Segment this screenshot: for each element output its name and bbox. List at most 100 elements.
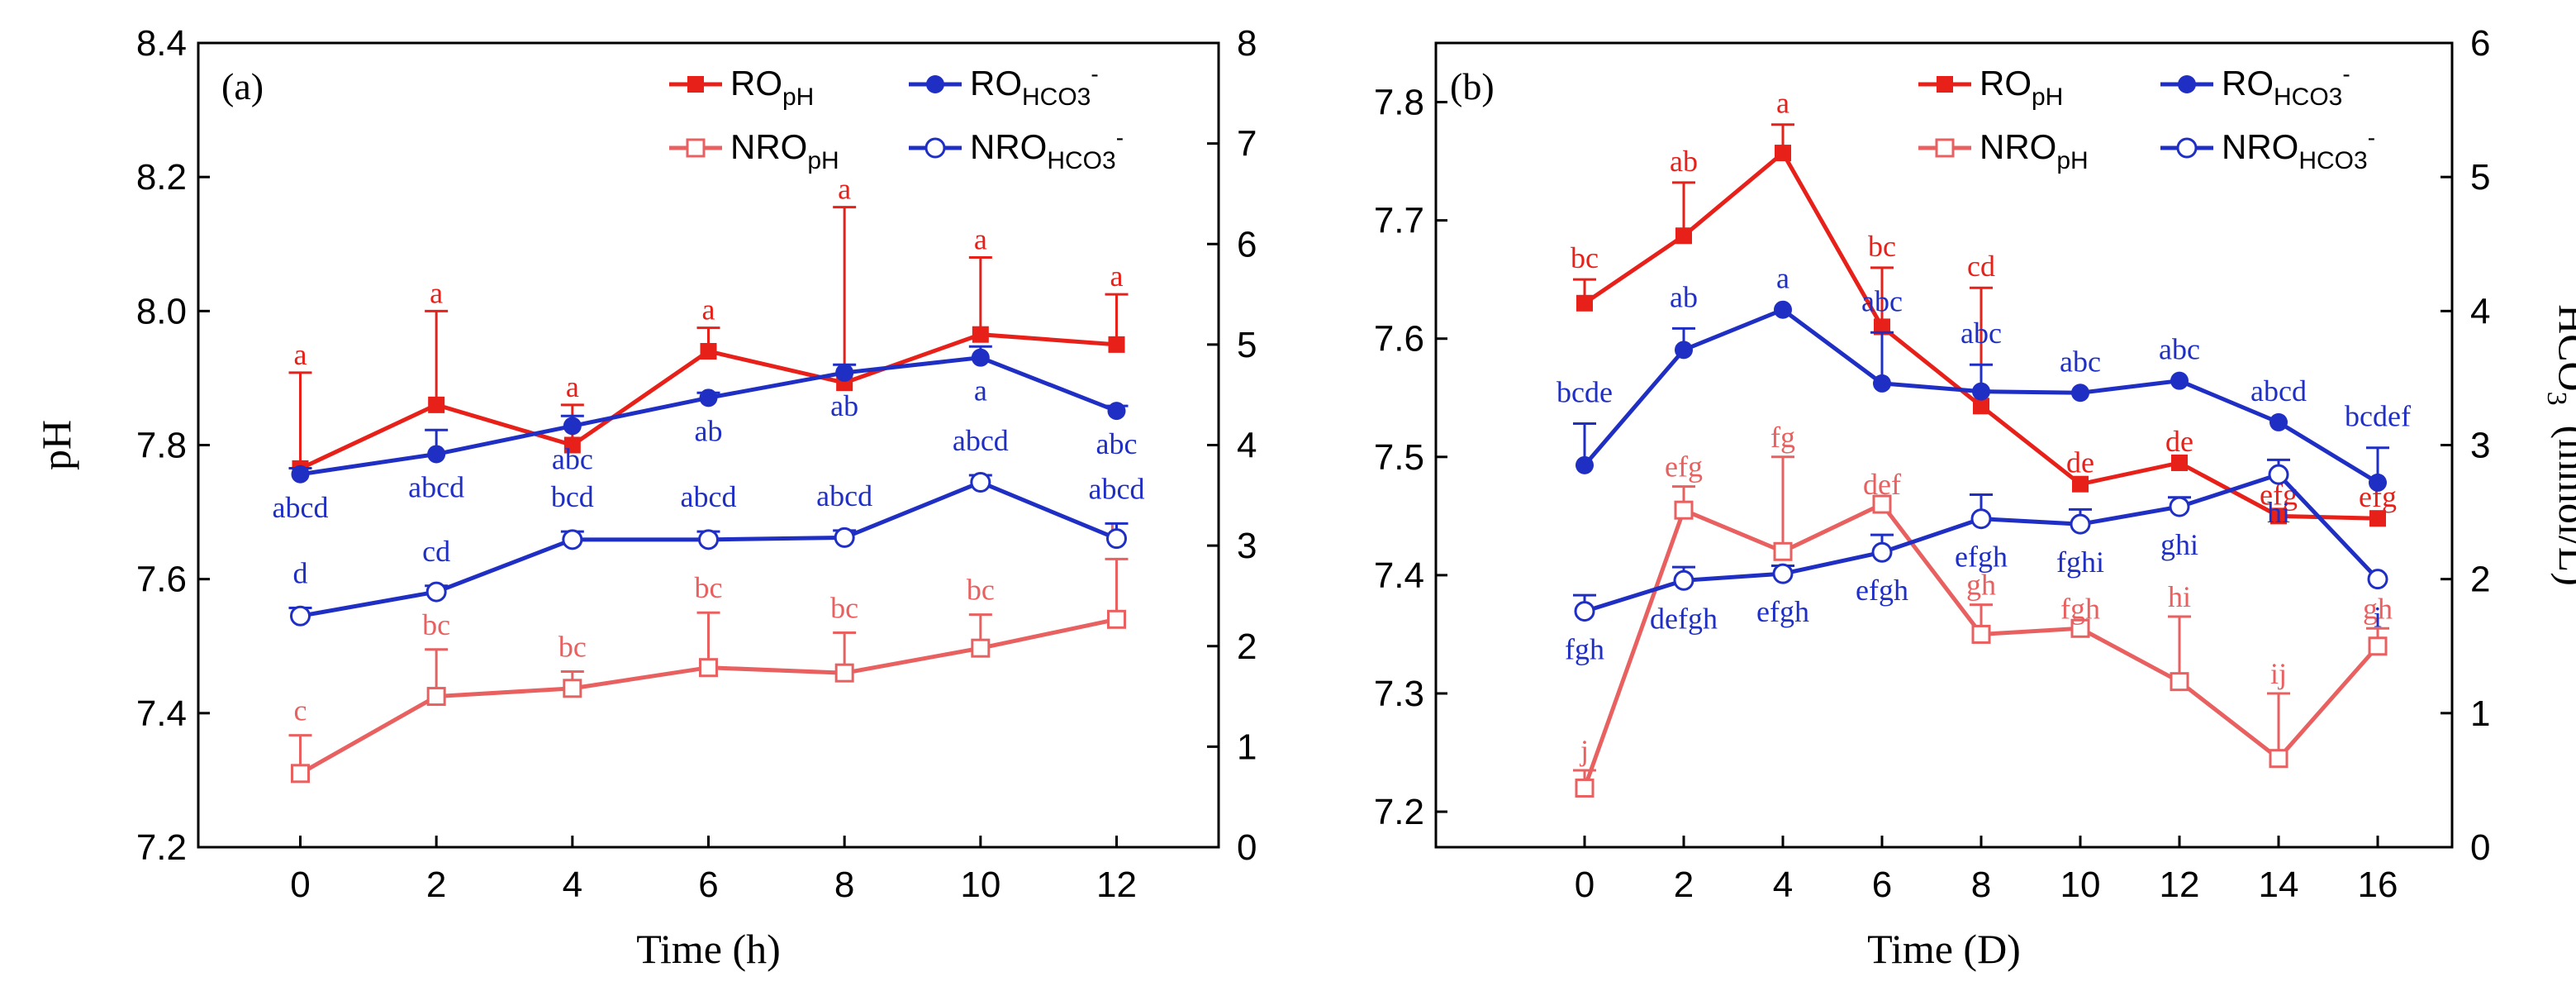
significance-label: a: [838, 173, 851, 206]
x-tick-label: 6: [698, 865, 718, 905]
legend-label-name: RO: [1980, 64, 2032, 102]
significance-label: a: [430, 276, 443, 309]
data-point: [1872, 494, 1892, 514]
data-point: [2070, 618, 2090, 638]
significance-label: cd: [1967, 250, 1995, 283]
data-point: [972, 326, 989, 343]
legend-label-sub: pH: [2056, 147, 2088, 174]
significance-label: abcd: [953, 424, 1009, 457]
significance-label: abc: [1096, 427, 1138, 460]
significance-label: ab: [1670, 145, 1698, 178]
data-point: [2269, 749, 2288, 769]
x-tick-label: 0: [1575, 865, 1595, 905]
data-point: [1772, 563, 1794, 584]
data-point: [699, 388, 718, 407]
significance-label: bc: [422, 608, 450, 641]
data-point: [563, 417, 582, 436]
significance-label: defgh: [1650, 602, 1718, 635]
x-tick-label: 2: [1674, 865, 1694, 905]
legend-marker: [1937, 76, 1953, 93]
panel-label: (a): [221, 65, 264, 107]
legend-label-sup: -: [2342, 61, 2350, 87]
data-point: [835, 363, 854, 382]
data-point: [1773, 541, 1793, 561]
x-axis-label: Time (h): [636, 926, 781, 972]
legend-marker: [2176, 137, 2198, 159]
legend-label-sub: HCO3: [2298, 147, 2367, 174]
data-point: [2269, 412, 2288, 431]
y-left-tick-label: 7.4: [1374, 555, 1424, 596]
legend-label: NROpH: [730, 127, 839, 174]
y-right-tick-label: 0: [2470, 827, 2490, 868]
data-point: [1108, 336, 1125, 353]
significance-label: abc: [1961, 317, 2002, 350]
legend-item: ROHCO3-: [2160, 61, 2350, 111]
legend-label-sup: -: [2368, 125, 2375, 150]
data-point: [562, 529, 583, 550]
data-point: [1674, 500, 1694, 520]
x-tick-label: 8: [834, 865, 854, 905]
data-point: [1575, 778, 1595, 798]
significance-label: abc: [2060, 345, 2101, 378]
legend-label-name: RO: [730, 64, 782, 102]
data-point: [970, 472, 991, 493]
significance-label: hi: [2267, 496, 2290, 529]
legend-label-name: RO: [2222, 64, 2274, 102]
legend-label-name: NRO: [1980, 127, 2056, 166]
significance-label: abc: [552, 442, 593, 475]
data-point: [1574, 601, 1595, 622]
significance-label: a: [1776, 87, 1789, 120]
data-point: [700, 342, 717, 360]
data-point: [699, 658, 718, 678]
data-point: [563, 436, 581, 454]
significance-label: def: [1863, 468, 1901, 501]
data-point: [426, 687, 446, 707]
data-point: [2367, 569, 2388, 590]
x-tick-label: 10: [960, 865, 1000, 905]
series-nro-ph: cbcbcbcbcbcb: [288, 517, 1129, 784]
significance-label: abcd: [1089, 472, 1145, 505]
x-tick-label: 4: [563, 865, 582, 905]
data-point: [2169, 496, 2190, 517]
significance-label: de: [2165, 425, 2193, 458]
y-right-tick-label: 8: [1237, 23, 1257, 64]
legend-marker: [924, 137, 946, 159]
series-nro-hco3: d cd bcd abcd abcd abcd abcd: [288, 424, 1145, 627]
data-point: [1873, 374, 1891, 393]
data-point: [1970, 508, 1992, 530]
panel-label: (b): [1450, 65, 1495, 107]
data-point: [1774, 300, 1792, 319]
y-right-tick-label: 3: [2470, 426, 2490, 466]
significance-label: a: [1776, 262, 1789, 295]
significance-label: a: [566, 370, 579, 403]
significance-label: abcd: [2250, 374, 2307, 407]
x-tick-label: 6: [1872, 865, 1892, 905]
data-point: [2170, 672, 2189, 692]
x-tick-label: 0: [290, 865, 310, 905]
data-point: [425, 581, 447, 603]
legend-marker: [687, 76, 704, 93]
significance-label: abcd: [408, 470, 464, 503]
data-point: [1673, 569, 1694, 591]
y-left-tick-label: 7.6: [136, 560, 187, 600]
significance-label: bc: [695, 571, 723, 604]
y-left-tick-label: 8.4: [136, 23, 187, 64]
significance-label: a: [1110, 260, 1124, 293]
x-tick-label: 8: [1971, 865, 1991, 905]
y-right-tick-label: 3: [1237, 526, 1257, 566]
significance-label: ij: [2270, 657, 2287, 690]
data-point: [1972, 382, 1990, 401]
data-point: [834, 526, 855, 548]
legend-label-sup: -: [1116, 125, 1124, 150]
y-right-tick-label: 2: [1237, 627, 1257, 667]
legend-label-name: NRO: [730, 127, 807, 166]
data-point: [2071, 384, 2089, 403]
data-point: [290, 605, 311, 627]
significance-label: abcd: [681, 480, 737, 513]
legend-item: NROpH: [1918, 127, 2089, 174]
